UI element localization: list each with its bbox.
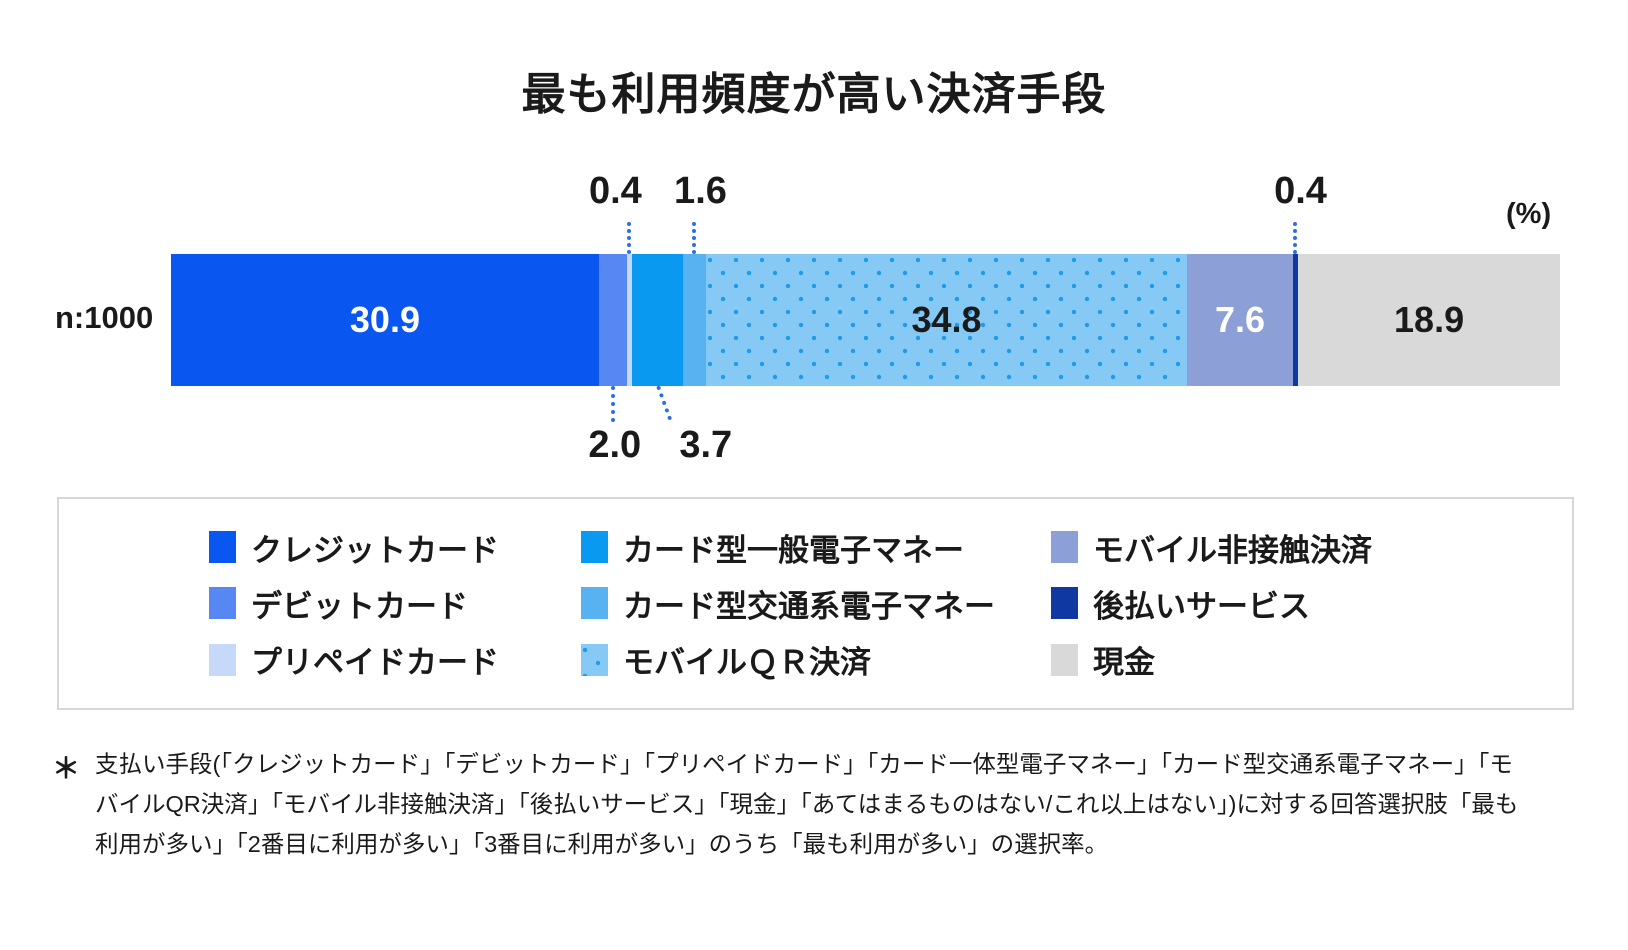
bar-segment-8 — [1292, 254, 1299, 386]
legend-swatch — [581, 531, 608, 564]
legend-item-4: カード型一般電子マネー — [581, 525, 1051, 570]
legend-swatch — [1051, 587, 1078, 620]
callout-value-label: 0.4 — [1274, 170, 1327, 212]
bar-segment-5 — [683, 254, 706, 386]
legend-swatch — [209, 587, 236, 620]
legend-item-3: プリペイドカード — [209, 637, 581, 682]
legend-label: デビットカード — [251, 588, 468, 624]
legend-item-9: 現金 — [1051, 637, 1562, 682]
legend-label: 後払いサービス — [1093, 588, 1310, 624]
legend-swatch — [581, 587, 608, 620]
legend-item-1: クレジットカード — [209, 525, 581, 570]
segment-value-label: 7.6 — [1215, 299, 1266, 340]
callout-value-label: 0.4 — [588, 170, 642, 212]
callout-value-label: 2.0 — [588, 424, 642, 466]
legend-label: クレジットカード — [251, 532, 499, 568]
legend-item-2: デビットカード — [209, 581, 581, 626]
bar-segment-3 — [626, 254, 633, 386]
callout-leader-line — [627, 222, 632, 254]
sample-size-label: n:1000 — [55, 300, 154, 335]
legend-swatch — [209, 531, 236, 564]
bar-segment-6: 34.8 — [705, 254, 1188, 386]
bar-segment-9: 18.9 — [1298, 254, 1560, 386]
legend-swatch — [581, 643, 608, 676]
bar-segment-7: 7.6 — [1187, 254, 1293, 386]
unit-label: (%) — [1506, 198, 1552, 230]
legend-label: カード型一般電子マネー — [623, 532, 964, 568]
segment-value-label: 18.9 — [1394, 299, 1465, 340]
footnote-mark: ＊ — [52, 753, 81, 784]
footnote-line: 利用が多い」「2番目に利用が多い」「3番目に利用が多い」のうち「最も利用が多い」… — [95, 831, 1109, 857]
legend-swatch — [1051, 643, 1078, 676]
callout-leader-line — [610, 386, 615, 422]
footnote-line: バイルQR決済」「モバイル非接触決済」「後払いサービス」「現金」「あてはまるもの… — [95, 791, 1519, 817]
bar-segment-2 — [598, 254, 627, 386]
bar-segment-4 — [632, 254, 684, 386]
footnote-line: 支払い手段(「クレジットカード」「デビットカード」「プリペイドカード」「カード一… — [95, 751, 1513, 777]
legend: クレジットカード デビットカード プリペイドカード カード型一般電子マネー カード型交通… — [57, 497, 1574, 710]
callout-leader-line — [1293, 222, 1298, 254]
chart-title: 最も利用頻度が高い決済手段 — [521, 70, 1107, 119]
footnote-text: 支払い手段(「クレジットカード」「デビットカード」「プリペイドカード」「カード一… — [95, 744, 1605, 864]
legend-item-5: カード型交通系電子マネー — [581, 581, 1051, 626]
legend-label: プリペイドカード — [251, 645, 499, 681]
legend-item-6: モバイルＱＲ決済 — [581, 637, 1051, 682]
segment-value-label: 34.8 — [911, 299, 982, 340]
bar-segment-1: 30.9 — [171, 254, 599, 386]
segment-value-label: 30.9 — [349, 299, 420, 340]
callout-leader-line — [692, 222, 697, 254]
callout-value-label: 3.7 — [679, 424, 733, 466]
legend-label: カード型交通系電子マネー — [623, 588, 995, 624]
legend-label: モバイル非接触決済 — [1093, 532, 1372, 568]
callout-leader-line — [655, 385, 672, 421]
legend-label: モバイルＱＲ決済 — [623, 645, 871, 681]
legend-label: 現金 — [1093, 645, 1155, 681]
legend-item-7: モバイル非接触決済 — [1051, 525, 1562, 570]
legend-item-8: 後払いサービス — [1051, 581, 1562, 626]
legend-swatch — [1051, 531, 1078, 564]
stacked-bar: 30.9 34.8 7.6 18.9 — [171, 254, 1560, 386]
callout-value-label: 1.6 — [674, 170, 727, 212]
legend-swatch — [209, 643, 236, 676]
